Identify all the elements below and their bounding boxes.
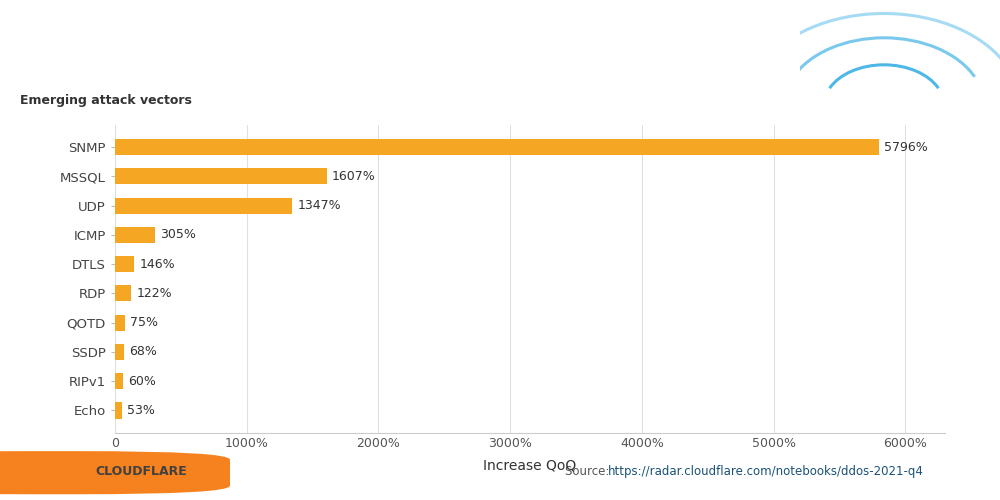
Text: 1347%: 1347%	[298, 199, 341, 212]
Text: 122%: 122%	[136, 287, 172, 300]
Text: Network-layer DDoS attacks: Top emerging threat vectors: Network-layer DDoS attacks: Top emerging…	[30, 42, 894, 68]
Bar	[115, 168, 327, 184]
Text: 60%: 60%	[128, 374, 156, 388]
Bar	[115, 402, 122, 418]
X-axis label: Increase QoQ: Increase QoQ	[483, 458, 577, 472]
Text: 75%: 75%	[130, 316, 158, 329]
Bar	[115, 139, 879, 155]
FancyBboxPatch shape	[0, 451, 230, 494]
Bar	[115, 344, 124, 360]
Text: 53%: 53%	[127, 404, 155, 417]
Bar	[115, 286, 131, 302]
Text: https://radar.cloudflare.com/notebooks/ddos-2021-q4: https://radar.cloudflare.com/notebooks/d…	[608, 465, 924, 478]
Bar	[115, 314, 125, 330]
Text: Source:: Source:	[565, 465, 613, 478]
Text: CLOUDFLARE: CLOUDFLARE	[95, 465, 187, 478]
Bar	[115, 256, 134, 272]
Wedge shape	[784, 35, 984, 90]
Bar	[115, 373, 123, 390]
Circle shape	[876, 100, 892, 110]
Text: Emerging attack vectors: Emerging attack vectors	[20, 94, 191, 106]
Text: 68%: 68%	[129, 346, 157, 358]
Bar	[115, 198, 292, 214]
Text: 305%: 305%	[160, 228, 196, 241]
Text: 5796%: 5796%	[884, 140, 928, 153]
Text: 146%: 146%	[140, 258, 175, 270]
Bar	[115, 227, 155, 243]
Text: 1607%: 1607%	[332, 170, 376, 183]
